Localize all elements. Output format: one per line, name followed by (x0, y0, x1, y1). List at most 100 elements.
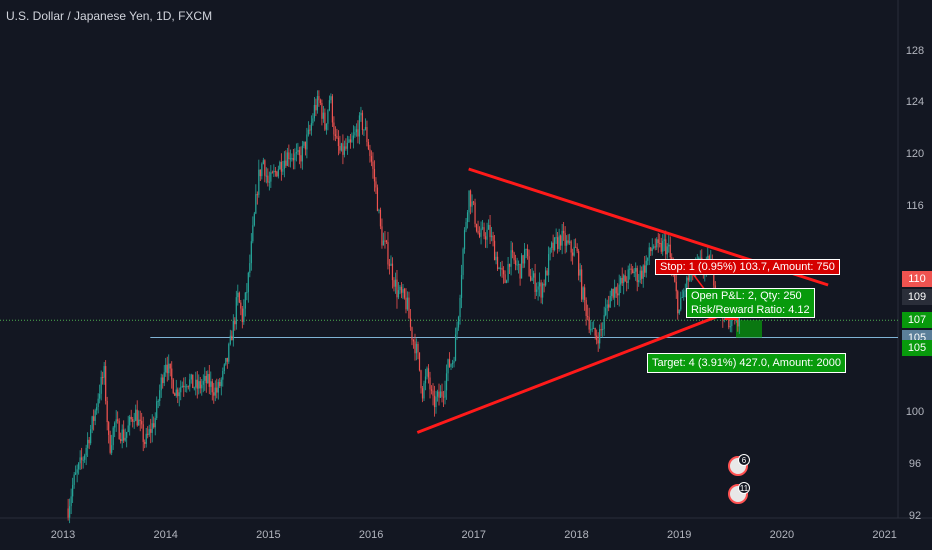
candle-body (451, 363, 454, 365)
candle-body (675, 281, 677, 292)
candle-body (516, 264, 518, 266)
candle-body (208, 374, 210, 387)
candle-body (530, 275, 532, 281)
candle-body (606, 304, 608, 309)
candle-body (678, 309, 680, 314)
candle-body (499, 267, 502, 269)
candle-body (441, 391, 443, 397)
pnl-label[interactable]: Open P&L: 2, Qty: 250 Risk/Reward Ratio:… (686, 288, 815, 318)
candle-body (557, 237, 559, 249)
candle-body (150, 429, 152, 433)
candle-body (548, 254, 550, 276)
candle-body (354, 132, 356, 136)
candle-body (147, 433, 149, 435)
candle-body (160, 377, 162, 391)
candle-body (426, 368, 428, 377)
candle-body (247, 272, 249, 293)
candle-body (70, 496, 72, 507)
candle-body (558, 235, 560, 249)
candle-body (442, 396, 445, 398)
event-count: 6 (742, 456, 747, 465)
candle-body (454, 334, 457, 361)
candle-body (256, 194, 258, 196)
candle-body (614, 287, 616, 298)
candle-body (174, 393, 176, 396)
candle-body (623, 275, 625, 284)
candle-body (343, 146, 346, 155)
candle-body (683, 291, 685, 297)
candle-body (375, 181, 377, 188)
candle-body (466, 212, 469, 223)
candle-body (684, 290, 686, 292)
candle-body (546, 270, 548, 276)
candle-body (157, 400, 159, 402)
candle-body (232, 320, 234, 341)
candle-body (549, 247, 551, 255)
candle-body (593, 328, 595, 330)
candle-body (360, 112, 362, 116)
candle-body (588, 317, 590, 330)
candle-body (189, 379, 191, 387)
candle-body (154, 418, 156, 428)
candle-body (361, 112, 364, 131)
candle-body (288, 152, 290, 160)
candle-body (240, 302, 242, 309)
candle-body (629, 268, 631, 270)
x-tick-label: 2014 (153, 529, 177, 541)
candle-body (346, 142, 349, 149)
stop-label[interactable]: Stop: 1 (0.95%) 103.7, Amount: 750 (655, 259, 840, 275)
candle-body (642, 265, 644, 279)
candle-body (294, 153, 296, 161)
candle-body (369, 149, 371, 157)
candle-body (418, 352, 421, 371)
candle-body (411, 327, 413, 340)
candle-body (597, 340, 599, 344)
candle-body (585, 299, 587, 316)
candle-body (421, 388, 424, 399)
candle-body (327, 110, 329, 124)
target-label[interactable]: Target: 4 (3.91%) 427.0, Amount: 2000 (647, 353, 846, 373)
candle-body (87, 439, 89, 448)
candle-body (644, 265, 646, 273)
candle-body (660, 243, 662, 252)
candle-body (584, 287, 586, 300)
candle-body (707, 255, 709, 259)
candle-body (241, 308, 243, 323)
candle-body (457, 317, 460, 328)
candle-body (408, 297, 410, 319)
candle-body (246, 292, 248, 294)
candle-body (615, 287, 617, 294)
candle-body (569, 241, 571, 243)
candle-body (199, 381, 201, 389)
candle-body (318, 96, 320, 101)
candle-body (304, 141, 306, 150)
candle-body (93, 416, 95, 421)
candle-body (403, 289, 406, 298)
candle-body (270, 172, 272, 182)
candle-body (505, 280, 508, 283)
candle-body (564, 233, 566, 246)
candle-body (153, 423, 155, 428)
x-tick-label: 2019 (667, 529, 691, 541)
candle-body (175, 389, 177, 396)
candle-body (351, 139, 353, 143)
candle-body (120, 439, 122, 442)
candle-body (551, 242, 553, 248)
candle-body (162, 377, 164, 384)
candle-body (198, 381, 200, 389)
candle-body (654, 246, 656, 248)
candle-body (602, 328, 604, 330)
candle-body (331, 96, 334, 123)
candle-body (609, 295, 611, 308)
candle-body (94, 410, 96, 421)
candle-body (121, 429, 123, 442)
y-tick-label: 100 (906, 406, 924, 418)
candle-body (250, 241, 252, 264)
candle-body (624, 275, 626, 282)
candle-body (69, 506, 71, 518)
candle-body (439, 391, 442, 398)
candle-body (100, 376, 102, 394)
candle-body (510, 250, 512, 267)
candle-body (429, 377, 431, 390)
